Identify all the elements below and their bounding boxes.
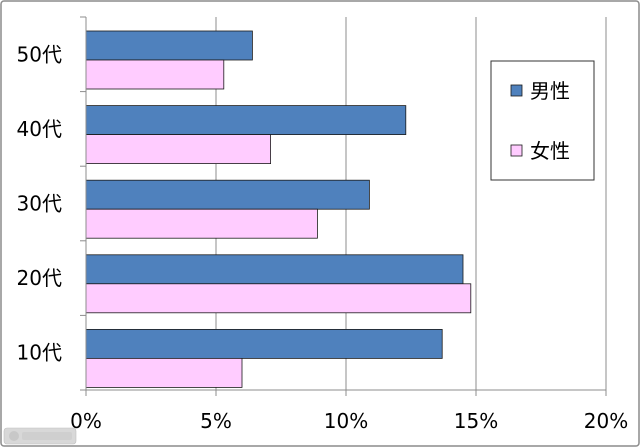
bar-male [85, 254, 464, 285]
watermark-icon [3, 427, 77, 445]
bar-female [85, 283, 472, 314]
x-tick-label: 10% [324, 409, 368, 433]
axes [80, 16, 607, 396]
legend-label-male: 男性 [530, 79, 570, 103]
bar-male [85, 30, 253, 61]
legend-swatch-female [510, 144, 523, 157]
category-label: 10代 [17, 341, 62, 365]
bar-female [85, 208, 318, 239]
category-label: 30代 [17, 192, 62, 216]
category-label: 50代 [17, 42, 62, 66]
category-labels: 50代 40代 30代 20代 10代 [17, 42, 62, 364]
category-label: 40代 [17, 117, 62, 141]
bar-female [85, 357, 243, 388]
bar-male [85, 105, 407, 135]
x-tick-label: 20% [584, 409, 628, 433]
bars [85, 30, 472, 388]
legend: 男性 女性 [490, 60, 595, 181]
legend-swatch-male [510, 84, 523, 97]
bar-female [85, 134, 272, 165]
bar-male [85, 328, 443, 359]
legend-box [490, 60, 595, 181]
bar-male [85, 179, 370, 210]
bar-female [85, 59, 225, 90]
legend-label-female: 女性 [530, 139, 570, 163]
x-tick-label: 15% [454, 409, 498, 433]
category-label: 20代 [17, 266, 62, 290]
tick-labels: 0% 5% 10% 15% 20% [70, 409, 628, 433]
x-tick-label: 5% [200, 409, 232, 433]
